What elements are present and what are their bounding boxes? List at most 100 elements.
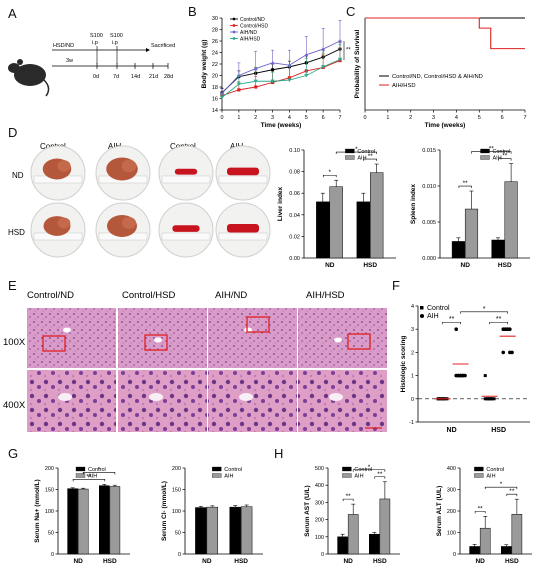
y-tick-label: 0.08 [289, 170, 300, 176]
x-tick-label: ND [202, 558, 212, 565]
sig-label: * [98, 466, 101, 473]
legend-label: Control [427, 305, 450, 312]
bar [195, 507, 207, 555]
vessel-400x [329, 393, 343, 401]
y-tick-label: 200 [172, 466, 181, 472]
row-label-nd: ND [12, 171, 24, 180]
y-tick-label: 0.02 [289, 234, 300, 240]
x-tick-label: 7 [523, 115, 526, 121]
x-tick-label: HSD [505, 558, 519, 565]
x-tick-label: ND [461, 262, 471, 269]
y-axis-label: Body weight (g) [201, 40, 208, 89]
sig-bracket [471, 151, 512, 154]
ip-label-2: i.p [112, 40, 118, 46]
legend-label: AIH/ND [240, 30, 257, 36]
x-tick-label: HSD [373, 558, 387, 565]
data-point [254, 85, 258, 89]
sig-label: ** [377, 471, 383, 478]
y-tick-label: 0.000 [422, 256, 436, 262]
y-tick-label: 200 [447, 509, 456, 515]
vessel [154, 337, 162, 343]
data-point [304, 52, 309, 57]
histology-400x-2 [208, 370, 297, 432]
sig-bracket [352, 469, 386, 472]
row-label-hsd: HSD [8, 228, 25, 237]
bar [240, 506, 253, 555]
col-label-control-hsd: Control/HSD [122, 290, 175, 301]
y-tick-label: -1 [409, 420, 414, 426]
y-tick-label: 2 [411, 350, 414, 356]
sig-label: ** [346, 493, 352, 500]
data-point [237, 88, 241, 92]
legend-label: AIH/HSD [240, 37, 261, 43]
col-label-aih-liver: AIH [108, 142, 122, 151]
row-label-100x: 100X [3, 337, 26, 348]
y-tick-label: 200 [45, 466, 54, 472]
panel-label-b: B [188, 4, 197, 19]
y-axis-label: Histologic scoring [400, 336, 407, 393]
chart-d-spleen-index: 0.000 0.005 0.010 0.015 Spleen index ND HSD Con… [410, 146, 530, 269]
legend-marker [232, 30, 236, 34]
ruler [218, 175, 268, 184]
day-label: 28d [164, 74, 173, 80]
bar [469, 546, 480, 555]
chart-g-serum-cl: 0 50 100 150 200 Serum Cl- (mmol/L) ND HSD Contr… [161, 466, 263, 565]
scatter-point [492, 397, 496, 401]
legend-label: AIH [486, 474, 495, 480]
sig-bracket [498, 158, 512, 161]
scatter-point [490, 397, 494, 401]
scatter-point [483, 374, 487, 378]
s100-label-1: S100 [90, 33, 103, 39]
sig-label: ** [368, 153, 374, 160]
sig-bracket [363, 158, 377, 162]
vessel [334, 337, 342, 343]
bar [356, 201, 370, 259]
y-axis-label: Serum AST (U/L) [304, 485, 311, 536]
spleen-specimen [227, 224, 259, 233]
histology-100x-0 [27, 308, 116, 368]
series-line-0 [221, 48, 341, 94]
vessel-400x [149, 393, 163, 401]
scatter-point [454, 327, 459, 332]
legend-label: AIH [354, 474, 363, 480]
bar [316, 201, 330, 259]
y-tick-label: 3 [411, 327, 414, 333]
y-tick-label: 16 [212, 97, 218, 103]
sig-label: ** [509, 488, 515, 495]
histology-400x-1 [118, 370, 207, 432]
col-label-aih-nd: AIH/ND [215, 290, 247, 301]
data-point [321, 65, 326, 69]
bar [347, 514, 359, 555]
bar [491, 239, 505, 259]
col-label-aih-hsd: AIH/HSD [306, 290, 345, 301]
bar [67, 488, 78, 555]
sig-bracket [374, 476, 386, 479]
x-tick-label: HSD [498, 262, 512, 269]
legend-swatch [342, 466, 352, 472]
legend-label: AIH [88, 474, 97, 480]
panel-label-c: C [346, 4, 356, 19]
y-tick-label: 100 [172, 509, 181, 515]
scatter-point [501, 350, 506, 355]
sig-label: ** [449, 316, 455, 323]
col-label-control-nd: Control/ND [27, 290, 74, 301]
scatter-point [485, 397, 489, 401]
ip-label-1: i.p [92, 40, 98, 46]
bar [511, 513, 523, 555]
y-tick-label: 0 [51, 552, 54, 558]
series-line-2 [221, 40, 341, 94]
legend-marker [232, 17, 236, 21]
spleen-specimen [172, 225, 200, 232]
x-tick-label: 3 [432, 115, 435, 121]
s100-label-2: S100 [110, 33, 123, 39]
period-label: 3w [66, 58, 73, 64]
y-axis-label: Probability of Survival [354, 29, 361, 98]
data-point [220, 95, 224, 100]
day-label: 0d [93, 74, 99, 80]
y-tick-label: 400 [315, 483, 324, 489]
sig-bracket [323, 174, 337, 178]
sig-label: ** [478, 505, 484, 512]
panel-d-photos: ND HSD Control AIH Control AIH [8, 142, 271, 267]
bar [229, 506, 241, 555]
